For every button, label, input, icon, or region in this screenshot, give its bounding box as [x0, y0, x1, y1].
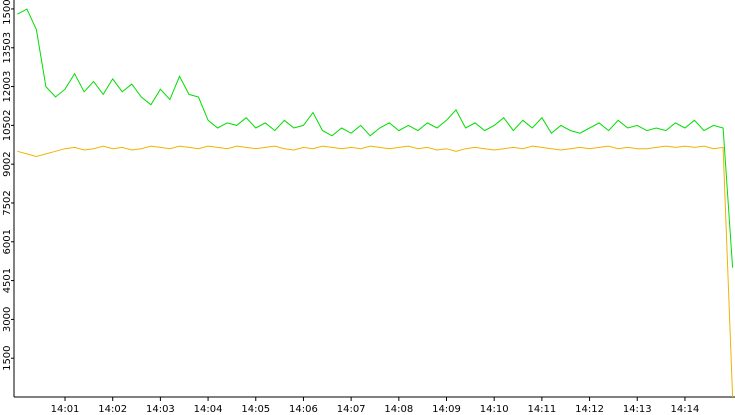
x-tick-label: 14:10	[480, 404, 509, 415]
x-tick-label: 14:14	[671, 404, 700, 415]
x-tick-label: 14:12	[575, 404, 604, 415]
x-tick-label: 14:13	[623, 404, 652, 415]
x-tick-label: 14:03	[146, 404, 175, 415]
x-tick-label: 14:08	[384, 404, 413, 415]
x-tick-label: 14:07	[337, 404, 366, 415]
x-tick-label: 14:05	[241, 404, 270, 415]
y-tick-label: 9002	[2, 151, 13, 176]
x-tick-label: 14:11	[527, 404, 556, 415]
series-line	[17, 8, 734, 268]
y-tick-label: 1500	[2, 345, 13, 370]
x-tick-label: 14:06	[289, 404, 318, 415]
y-tick-label: 4501	[2, 268, 13, 293]
x-tick-label: 14:02	[98, 404, 127, 415]
y-tick-label: 12003	[2, 71, 13, 103]
y-tick-label: 6001	[2, 229, 13, 254]
y-tick-label: 13503	[2, 32, 13, 64]
y-tick-label: 10502	[2, 109, 13, 141]
x-tick-label: 14:04	[194, 404, 223, 415]
x-tick-label: 14:09	[432, 404, 461, 415]
y-tick-label: 3000	[2, 307, 13, 332]
x-tick-label: 14:01	[51, 404, 80, 415]
y-tick-label: 15004	[2, 0, 13, 25]
y-tick-label: 7502	[2, 190, 13, 215]
series-line	[17, 145, 734, 398]
